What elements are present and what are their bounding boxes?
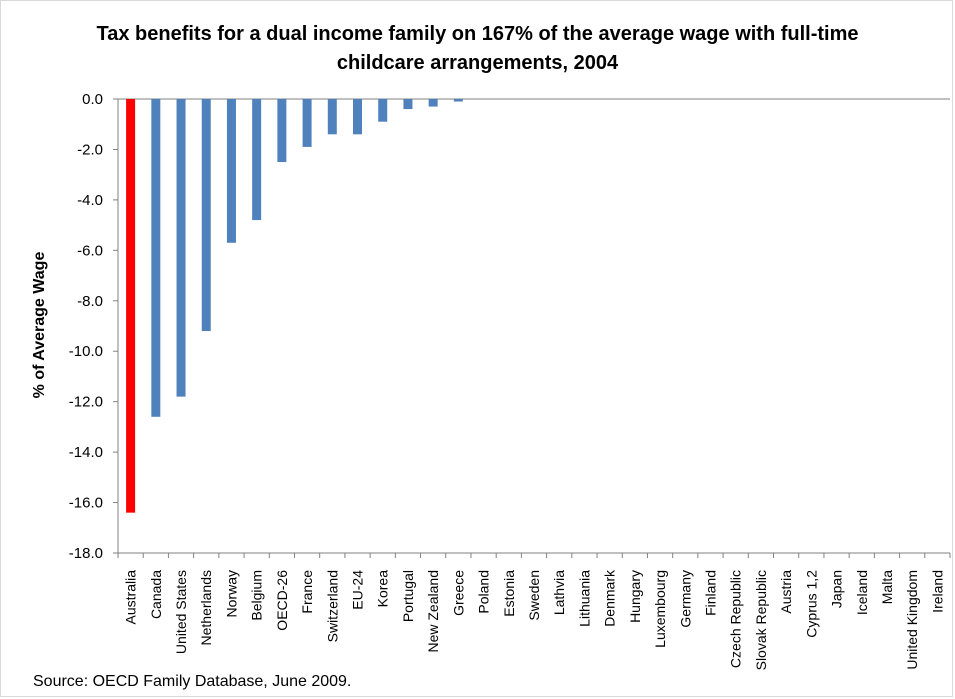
y-tick-label: -16.0 bbox=[69, 495, 103, 512]
bar bbox=[252, 99, 262, 221]
bar bbox=[151, 99, 161, 417]
category-label: Greece bbox=[450, 570, 466, 616]
category-label: Lithuania bbox=[576, 570, 592, 627]
category-label: EU-24 bbox=[350, 570, 366, 610]
bar bbox=[226, 99, 236, 243]
category-label: United States bbox=[173, 570, 189, 654]
category-label: Hungary bbox=[627, 570, 643, 623]
category-label: Netherlands bbox=[198, 570, 214, 646]
y-tick-label: -18.0 bbox=[69, 545, 103, 562]
y-tick-label: -10.0 bbox=[69, 343, 103, 360]
category-label: Portugal bbox=[400, 570, 416, 622]
source-note: Source: OECD Family Database, June 2009. bbox=[33, 673, 352, 690]
category-label: Slovak Republic bbox=[753, 570, 769, 670]
category-label: Belgium bbox=[249, 570, 265, 621]
y-tick-label: 0.0 bbox=[82, 91, 103, 108]
category-label: Iceland bbox=[854, 570, 870, 615]
category-label: Korea bbox=[375, 570, 391, 608]
category-label: Germany bbox=[677, 570, 693, 628]
bar bbox=[302, 99, 312, 147]
bar bbox=[176, 99, 186, 397]
category-label: Malta bbox=[879, 570, 895, 604]
category-label: Cyprus 1,2 bbox=[803, 570, 819, 638]
y-tick-label: -8.0 bbox=[77, 293, 103, 310]
bar bbox=[428, 99, 438, 107]
bar bbox=[353, 99, 363, 135]
category-label: New Zealand bbox=[425, 570, 441, 653]
category-label: France bbox=[299, 570, 315, 614]
bar bbox=[378, 99, 388, 122]
y-tick-label: -14.0 bbox=[69, 444, 103, 461]
category-label: Australia bbox=[123, 570, 139, 625]
category-label: Luxembourg bbox=[652, 570, 668, 648]
y-tick-label: -4.0 bbox=[77, 192, 103, 209]
category-label: United Kingdom bbox=[904, 570, 920, 670]
category-label: Czech Republic bbox=[728, 570, 744, 668]
bar bbox=[327, 99, 337, 135]
category-label: Sweden bbox=[526, 570, 542, 621]
category-label: Ireland bbox=[929, 570, 945, 613]
y-tick-label: -2.0 bbox=[77, 141, 103, 158]
category-label: Norway bbox=[223, 570, 239, 617]
category-label: OECD-26 bbox=[274, 570, 290, 631]
category-label: Finland bbox=[702, 570, 718, 616]
bar bbox=[126, 99, 136, 513]
bar bbox=[277, 99, 287, 163]
category-label: Austria bbox=[778, 570, 794, 614]
y-tick-label: -12.0 bbox=[69, 394, 103, 411]
category-label: Denmark bbox=[602, 569, 618, 627]
bar bbox=[403, 99, 413, 110]
category-label: Estonia bbox=[501, 570, 517, 617]
category-label: Japan bbox=[829, 570, 845, 608]
category-label: Lathvia bbox=[551, 570, 567, 615]
bar bbox=[453, 99, 463, 102]
category-label: Canada bbox=[148, 570, 164, 619]
y-tick-label: -6.0 bbox=[77, 242, 103, 259]
chart-title: Tax benefits for a dual income family on… bbox=[96, 23, 859, 74]
category-label: Switzerland bbox=[324, 570, 340, 642]
bar bbox=[201, 99, 211, 332]
category-label: Poland bbox=[476, 570, 492, 614]
